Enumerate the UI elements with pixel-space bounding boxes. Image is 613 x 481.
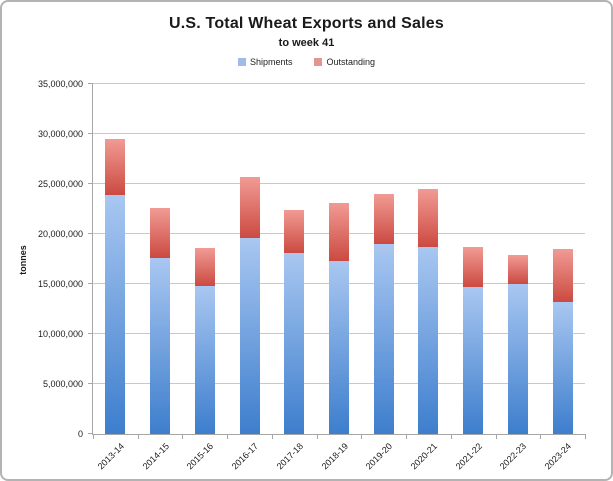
plot-area: 0 5,000,000 10,000,000 15,000,000 20,000,000… xyxy=(38,79,586,471)
x-axis-tick-mark xyxy=(316,434,318,439)
x-axis-tick-mark xyxy=(406,434,408,439)
gridline xyxy=(93,83,585,84)
y-axis-tick-label: 20,000,000 xyxy=(37,229,83,240)
y-axis-tick-label: 35,000,000 xyxy=(37,79,83,89)
x-axis-tick-mark xyxy=(227,434,229,439)
bar-segment-shipments xyxy=(373,244,394,434)
outstanding-legend-swatch-icon xyxy=(314,58,323,66)
bar-segment-shipments xyxy=(418,247,439,434)
legend-item-shipments: Shipments xyxy=(237,57,293,67)
x-axis-label: 2023-24 xyxy=(542,441,574,472)
legend-label-shipments: Shipments xyxy=(249,57,293,67)
x-axis-label: 2014-15 xyxy=(140,441,171,472)
y-axis-tick-mark xyxy=(88,183,93,184)
x-axis-label: 2020-21 xyxy=(408,441,440,472)
chart-title: U.S. Total Wheat Exports and Sales xyxy=(168,15,444,32)
bar-2019-20 xyxy=(361,84,406,434)
bar-segment-outstanding xyxy=(284,210,305,253)
x-axis-label: 2013-14 xyxy=(95,441,127,472)
y-axis-tick-mark xyxy=(88,283,93,284)
x-axis-tick-mark xyxy=(271,434,273,439)
bar-2015-16 xyxy=(182,84,227,434)
chart-legend: Shipments Outstanding xyxy=(2,57,611,67)
bar-segment-shipments xyxy=(239,238,260,434)
y-axis-tick-mark xyxy=(88,383,93,384)
bar-segment-shipments xyxy=(463,287,484,434)
bar-segment-outstanding xyxy=(150,208,171,258)
y-axis-tick-label: 10,000,000 xyxy=(37,329,83,340)
y-axis-tick-label: 30,000,000 xyxy=(37,129,83,139)
bar-segment-outstanding xyxy=(463,247,484,287)
x-axis-tick-mark xyxy=(540,434,542,439)
x-axis-tick-mark xyxy=(93,434,94,439)
y-axis-tick-label: 15,000,000 xyxy=(37,279,83,289)
bar-segment-outstanding xyxy=(239,177,260,238)
x-axis-tick-mark xyxy=(450,434,452,439)
bar-segment-outstanding xyxy=(194,248,215,286)
bar-2020-21 xyxy=(406,84,451,434)
bar-segment-outstanding xyxy=(418,189,439,247)
bar-segment-outstanding xyxy=(373,194,394,244)
bar-2017-18 xyxy=(272,84,317,434)
y-axis-tick-label: 25,000,000 xyxy=(37,179,83,189)
y-axis-tick-mark xyxy=(88,333,93,334)
bar-2018-19 xyxy=(317,84,362,434)
gridline xyxy=(93,183,585,184)
legend-item-outstanding: Outstanding xyxy=(314,57,375,67)
bar-segment-outstanding xyxy=(507,255,528,284)
shipments-legend-swatch-icon xyxy=(237,58,246,66)
y-axis-tick-mark xyxy=(88,433,93,434)
y-axis-title: tonnes xyxy=(17,245,28,275)
bar-2021-22 xyxy=(451,84,496,434)
bar-segment-shipments xyxy=(284,253,305,434)
x-axis-label: 2022-23 xyxy=(498,441,529,472)
y-axis-tick-mark xyxy=(88,133,93,134)
chart-subtitle: to week 41 xyxy=(278,37,335,49)
bar-2023-24 xyxy=(540,84,585,434)
bar-segment-outstanding xyxy=(552,249,573,302)
bar-segment-shipments xyxy=(150,258,171,434)
x-axis-label: 2015-16 xyxy=(185,441,216,472)
x-axis-label: 2017-18 xyxy=(274,441,305,472)
bar-2013-14 xyxy=(93,84,138,434)
bar-segment-shipments xyxy=(507,284,528,434)
bar-segment-shipments xyxy=(105,195,126,434)
bar-2022-23 xyxy=(496,84,541,434)
bar-segment-shipments xyxy=(194,286,215,434)
bar-segment-shipments xyxy=(328,261,349,434)
x-axis-label: 2018-19 xyxy=(319,441,350,472)
x-axis-tick-mark xyxy=(137,434,139,439)
x-axis-label: 2021-22 xyxy=(453,441,484,472)
y-axis-tick-mark xyxy=(88,83,93,84)
legend-label-outstanding: Outstanding xyxy=(326,57,376,67)
x-axis-tick-mark xyxy=(182,434,184,439)
y-axis-tick-label: 5,000,000 xyxy=(42,379,83,390)
x-axis-tick-mark xyxy=(495,434,497,439)
x-axis-label: 2019-20 xyxy=(363,441,395,472)
gridline xyxy=(93,133,585,134)
x-axis-tick-mark xyxy=(361,434,363,439)
bar-2014-15 xyxy=(138,84,183,434)
bar-segment-shipments xyxy=(552,302,573,434)
bar-2016-17 xyxy=(227,84,272,434)
x-axis-tick-mark xyxy=(585,434,586,439)
bar-segment-outstanding xyxy=(328,203,349,261)
bar-segment-outstanding xyxy=(105,139,126,195)
x-axis-label: 2016-17 xyxy=(229,441,261,472)
y-axis-tick-mark xyxy=(88,233,93,234)
y-axis-tick-label: 0 xyxy=(77,429,83,439)
